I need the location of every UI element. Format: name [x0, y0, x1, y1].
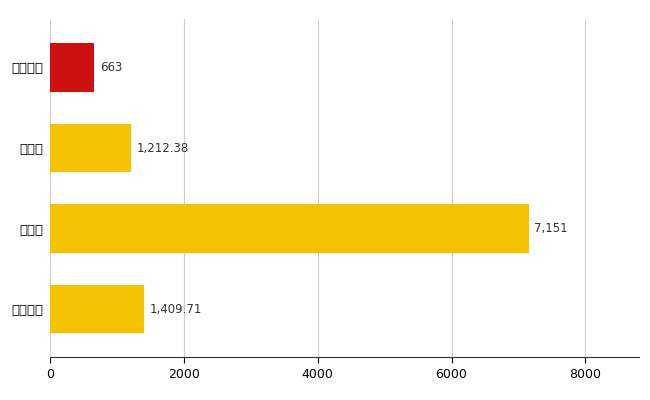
Text: 1,409.71: 1,409.71 — [150, 303, 202, 316]
Text: 7,151: 7,151 — [534, 222, 567, 235]
Bar — [50, 124, 131, 172]
Bar — [50, 285, 144, 333]
Text: 663: 663 — [99, 61, 122, 74]
Bar — [50, 204, 528, 253]
Bar — [50, 43, 94, 92]
Text: 1,212.38: 1,212.38 — [136, 142, 188, 154]
